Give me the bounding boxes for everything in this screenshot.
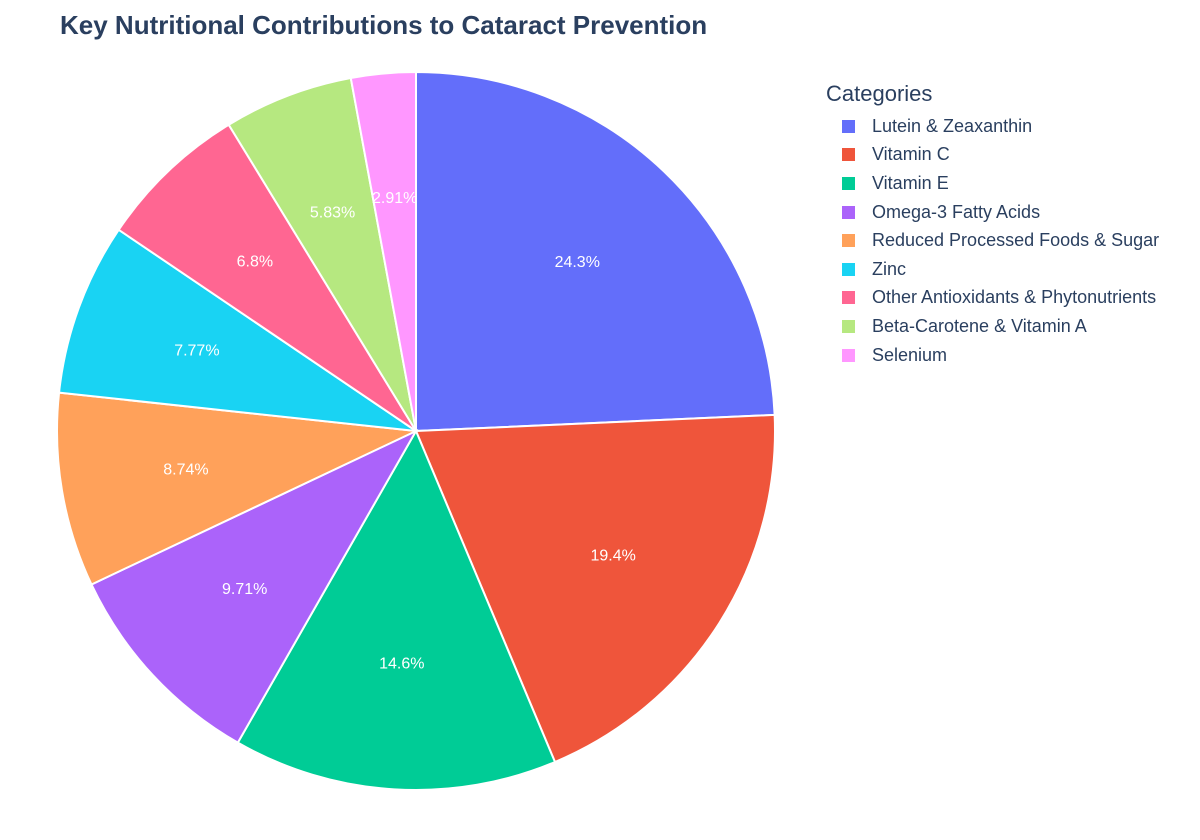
legend-swatch — [842, 348, 855, 362]
legend-label: Other Antioxidants & Phytonutrients — [872, 287, 1157, 308]
legend-swatch — [842, 262, 855, 276]
legend-swatch — [842, 319, 855, 333]
legend-label: Omega-3 Fatty Acids — [872, 201, 1041, 222]
legend-swatch — [842, 234, 855, 248]
legend-item-lutein-and-zeaxanthin[interactable]: Lutein & Zeaxanthin — [826, 112, 1196, 141]
pie-slice-lutein-and-zeaxanthin[interactable] — [415, 70, 776, 433]
pie-label-other-antioxidants-and-phytonutrients: 6.8% — [237, 254, 273, 271]
legend-item-vitamin-e[interactable]: Vitamin E — [826, 169, 1196, 198]
legend-item-other-antioxidants-and-phytonutrients[interactable]: Other Antioxidants & Phytonutrients — [826, 284, 1196, 313]
pie-label-omega-3-fatty-acids: 9.71% — [222, 581, 267, 598]
legend-title: Categories — [826, 81, 933, 106]
legend-label: Vitamin E — [872, 172, 949, 193]
legend-items: Lutein & Zeaxanthin Vitamin C Vitamin E Ome… — [826, 112, 1196, 369]
pie-slice-reduced-processed-foods-and-sugar[interactable] — [56, 391, 420, 586]
legend-swatch — [842, 205, 855, 219]
legend-item-reduced-processed-foods-and-sugar[interactable]: Reduced Processed Foods & Sugar — [826, 226, 1196, 255]
legend-swatch — [842, 291, 855, 305]
pie-slice-omega-3-fatty-acids[interactable] — [90, 428, 419, 745]
pie-label-reduced-processed-foods-and-sugar: 8.74% — [163, 461, 208, 478]
pie-slice-zinc[interactable] — [57, 228, 417, 432]
pie-slice-vitamin-e[interactable] — [236, 428, 557, 791]
pie-label-zinc: 7.77% — [174, 342, 219, 359]
pie-label-selenium: 2.91% — [372, 190, 417, 207]
pie-label-lutein-and-zeaxanthin: 24.3% — [555, 254, 600, 271]
legend-item-vitamin-c[interactable]: Vitamin C — [826, 141, 1196, 170]
pie-label-vitamin-e: 14.6% — [379, 655, 424, 672]
legend-label: Beta-Carotene & Vitamin A — [872, 315, 1087, 336]
legend-item-omega-3-fatty-acids[interactable]: Omega-3 Fatty Acids — [826, 198, 1196, 227]
legend-item-zinc[interactable]: Zinc — [826, 255, 1196, 284]
legend-swatch — [842, 148, 855, 162]
legend-item-beta-carotene-and-vitamin-a[interactable]: Beta-Carotene & Vitamin A — [826, 312, 1196, 341]
legend-swatch — [842, 119, 855, 133]
pie-slice-selenium[interactable] — [349, 70, 417, 432]
legend-label: Selenium — [872, 344, 948, 365]
legend-label: Vitamin C — [872, 144, 950, 165]
legend-label: Zinc — [872, 258, 907, 279]
pie-chart: 24.3% 19.4% 14.6% 9.71% 8.74% 7.77% 6.8% 5.83% 2… — [56, 70, 776, 791]
pie-slice-labels: 24.3% 19.4% 14.6% 9.71% 8.74% 7.77% 6.8% 5.83% 2… — [163, 190, 636, 672]
pie-slice-beta-carotene-and-vitamin-a[interactable] — [227, 76, 417, 432]
pie-slice-vitamin-c[interactable] — [414, 413, 776, 764]
pie-label-beta-carotene-and-vitamin-a: 5.83% — [310, 205, 355, 222]
chart-title: Key Nutritional Contributions to Catarac… — [60, 10, 708, 40]
legend-label: Lutein & Zeaxanthin — [872, 115, 1033, 136]
legend: Categories Lutein & Zeaxanthin Vitamin C V… — [826, 80, 1196, 369]
pie-label-vitamin-c: 19.4% — [590, 547, 635, 564]
pie-slices — [56, 70, 776, 791]
pie-slice-other-antioxidants-and-phytonutrients[interactable] — [117, 123, 417, 432]
legend-swatch — [842, 176, 855, 190]
legend-item-selenium[interactable]: Selenium — [826, 341, 1196, 370]
legend-label: Reduced Processed Foods & Sugar — [872, 230, 1160, 251]
